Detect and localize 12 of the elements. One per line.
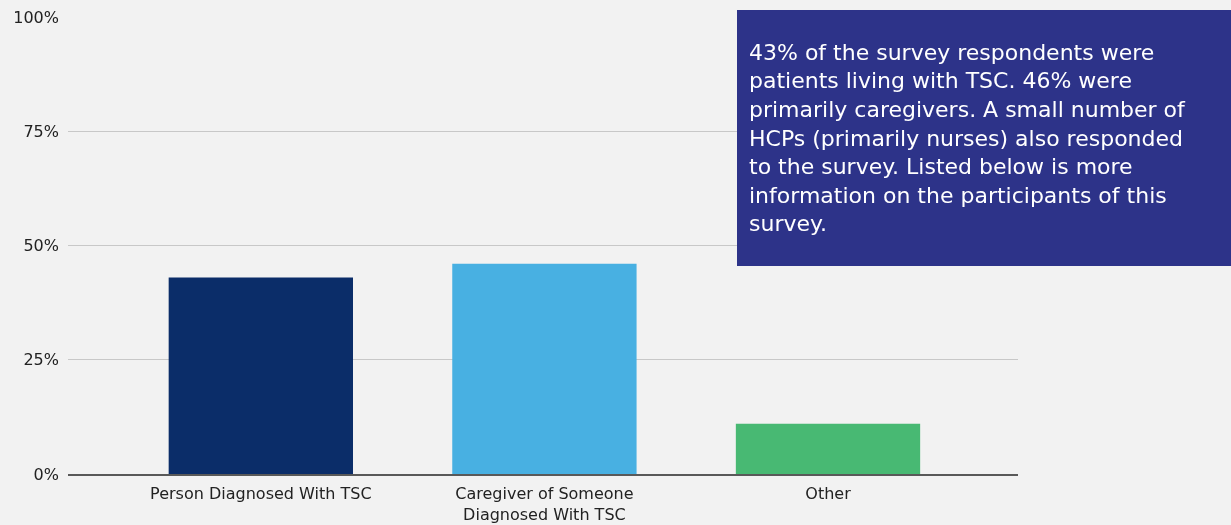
y-tick-label: 50% <box>23 236 59 256</box>
x-tick-label: Other <box>805 484 852 504</box>
annotation: 43% of the survey respondents were patients living with TSC. 46% were primarily caregivers. A small number of HCPs (primarily nurses) also responded to the survey. Listed below is more information on the participants of this survey. <box>749 39 1187 237</box>
x-tick-label: Person Diagnosed With TSC <box>150 484 372 504</box>
bar <box>735 423 921 474</box>
y-tick-label: 100% <box>13 7 59 27</box>
y-tick-label: 0% <box>33 464 59 484</box>
bar <box>452 263 637 474</box>
x-tick-label: Caregiver of Someone Diagnosed With TSC <box>455 484 634 524</box>
y-tick-label: 75% <box>23 121 59 141</box>
y-tick-label: 25% <box>23 350 59 370</box>
bar <box>168 277 353 474</box>
